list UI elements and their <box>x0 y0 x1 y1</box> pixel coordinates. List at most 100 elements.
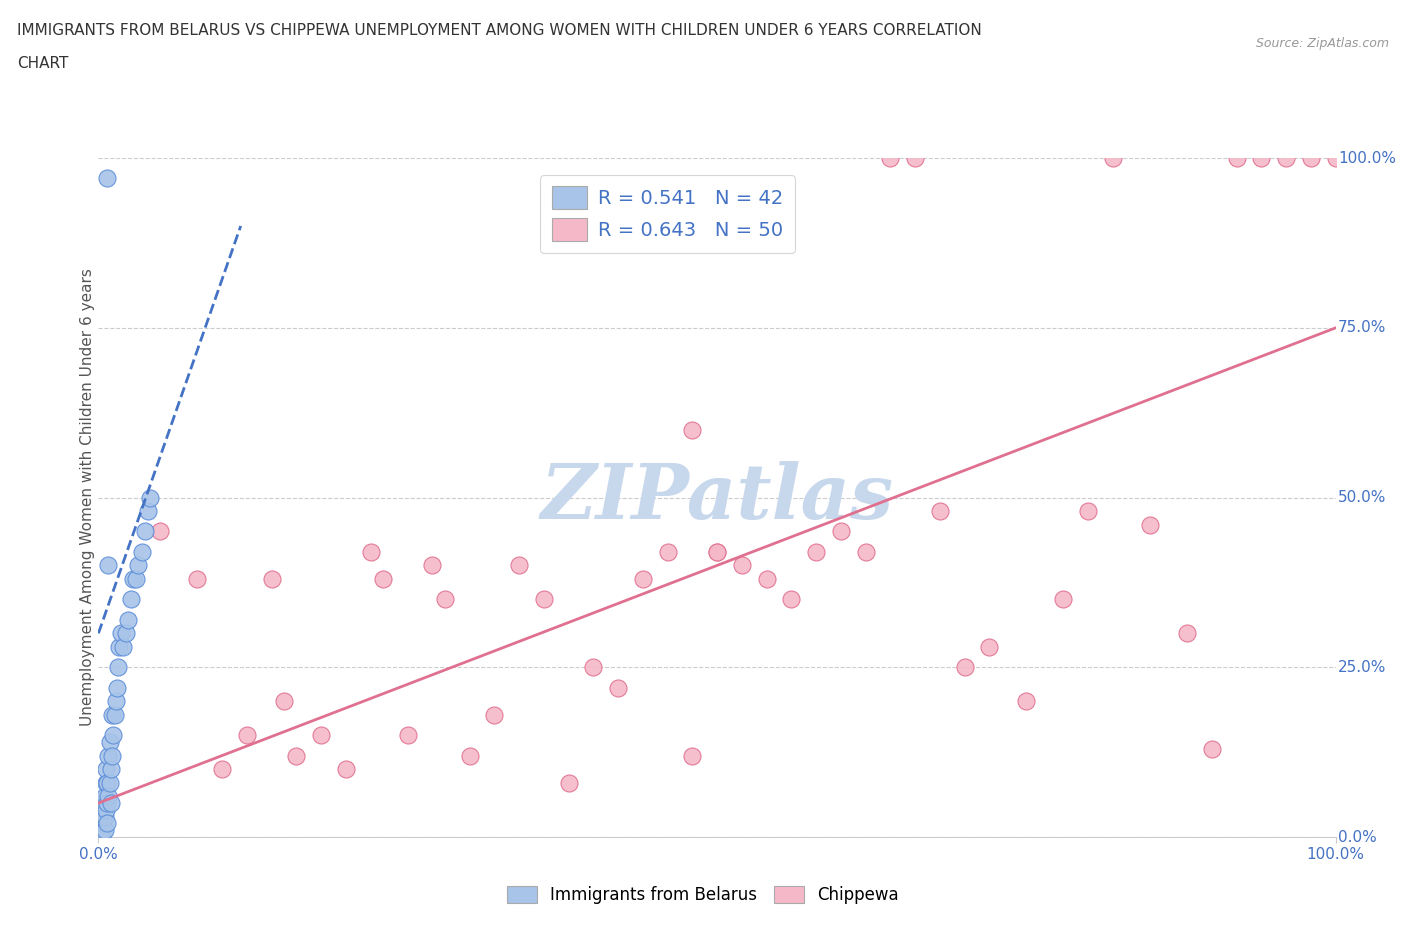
Point <box>103 727 125 742</box>
Point <box>681 422 703 437</box>
Legend: R = 0.541   N = 42, R = 0.643   N = 50: R = 0.541 N = 42, R = 0.643 N = 50 <box>540 175 796 253</box>
Point <box>122 572 145 587</box>
Point <box>186 572 208 587</box>
Point <box>1102 151 1125 166</box>
Point <box>149 525 172 539</box>
Point <box>681 748 703 763</box>
Point <box>755 572 778 587</box>
Point <box>484 708 506 723</box>
Point <box>706 544 728 559</box>
Point <box>879 151 901 166</box>
Point <box>96 776 118 790</box>
Point <box>582 660 605 675</box>
Text: ZIPatlas: ZIPatlas <box>540 460 894 535</box>
Point <box>1226 151 1249 166</box>
Point <box>953 660 976 675</box>
Point <box>101 748 124 763</box>
Point <box>97 748 120 763</box>
Point <box>371 572 394 587</box>
Point <box>904 151 927 166</box>
Point <box>110 626 132 641</box>
Text: 50.0%: 50.0% <box>1339 490 1386 505</box>
Legend: Immigrants from Belarus, Chippewa: Immigrants from Belarus, Chippewa <box>499 878 907 912</box>
Point <box>1201 741 1223 756</box>
Point <box>97 558 120 573</box>
Point <box>93 796 115 811</box>
Text: 100.0%: 100.0% <box>1339 151 1396 166</box>
Point <box>1275 151 1298 166</box>
Point <box>100 762 122 777</box>
Point <box>103 708 125 723</box>
Text: 75.0%: 75.0% <box>1339 320 1386 336</box>
Point <box>458 748 481 763</box>
Text: 0.0%: 0.0% <box>1339 830 1376 844</box>
Point <box>101 708 124 723</box>
Point <box>1250 151 1272 166</box>
Point <box>657 544 679 559</box>
Text: Source: ZipAtlas.com: Source: ZipAtlas.com <box>1256 37 1389 50</box>
Point <box>706 544 728 559</box>
Point <box>1077 504 1099 519</box>
Point <box>979 640 1001 655</box>
Point <box>360 544 382 559</box>
Point <box>96 796 118 811</box>
Point <box>136 504 159 519</box>
Point <box>731 558 754 573</box>
Text: CHART: CHART <box>17 56 69 71</box>
Point <box>260 572 283 587</box>
Point <box>93 816 115 830</box>
Point <box>98 776 121 790</box>
Point <box>855 544 877 559</box>
Point <box>607 680 630 695</box>
Point <box>107 660 129 675</box>
Point <box>335 762 357 777</box>
Point <box>928 504 950 519</box>
Point <box>94 762 117 777</box>
Point <box>108 640 131 655</box>
Point <box>120 592 142 607</box>
Point <box>134 525 156 539</box>
Point <box>1139 517 1161 532</box>
Y-axis label: Unemployment Among Women with Children Under 6 years: Unemployment Among Women with Children U… <box>80 269 94 726</box>
Point <box>557 776 579 790</box>
Point <box>114 626 136 641</box>
Point <box>131 544 153 559</box>
Point <box>396 727 419 742</box>
Point <box>96 171 118 186</box>
Point <box>631 572 654 587</box>
Point <box>96 816 118 830</box>
Point <box>273 694 295 709</box>
Point <box>1299 151 1322 166</box>
Point <box>780 592 803 607</box>
Point <box>93 823 115 838</box>
Point <box>127 558 149 573</box>
Point <box>804 544 827 559</box>
Point <box>1175 626 1198 641</box>
Point <box>93 809 115 824</box>
Point <box>1052 592 1074 607</box>
Point <box>100 796 122 811</box>
Point <box>91 823 114 838</box>
Point <box>508 558 530 573</box>
Point <box>94 803 117 817</box>
Point <box>124 572 146 587</box>
Point <box>139 490 162 505</box>
Text: 25.0%: 25.0% <box>1339 659 1386 675</box>
Point <box>211 762 233 777</box>
Point <box>1015 694 1038 709</box>
Point <box>104 694 127 709</box>
Point <box>830 525 852 539</box>
Point <box>422 558 444 573</box>
Point <box>433 592 456 607</box>
Point <box>105 680 128 695</box>
Text: IMMIGRANTS FROM BELARUS VS CHIPPEWA UNEMPLOYMENT AMONG WOMEN WITH CHILDREN UNDER: IMMIGRANTS FROM BELARUS VS CHIPPEWA UNEM… <box>17 23 981 38</box>
Point <box>97 789 120 804</box>
Point <box>309 727 332 742</box>
Point <box>112 640 135 655</box>
Point <box>91 830 114 844</box>
Point <box>1324 151 1347 166</box>
Point <box>93 789 115 804</box>
Point <box>117 612 139 627</box>
Point <box>93 809 115 824</box>
Point <box>94 776 117 790</box>
